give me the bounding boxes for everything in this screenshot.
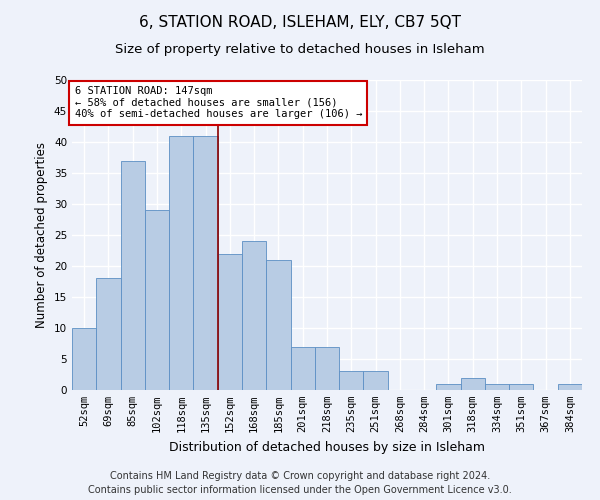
Bar: [218, 254, 242, 390]
Bar: [436, 384, 461, 390]
Bar: [509, 384, 533, 390]
Bar: [266, 260, 290, 390]
Bar: [242, 241, 266, 390]
Bar: [558, 384, 582, 390]
Y-axis label: Number of detached properties: Number of detached properties: [35, 142, 49, 328]
Bar: [96, 278, 121, 390]
Bar: [169, 136, 193, 390]
Text: 6 STATION ROAD: 147sqm
← 58% of detached houses are smaller (156)
40% of semi-de: 6 STATION ROAD: 147sqm ← 58% of detached…: [74, 86, 362, 120]
Bar: [121, 160, 145, 390]
Bar: [72, 328, 96, 390]
Bar: [290, 346, 315, 390]
Text: Size of property relative to detached houses in Isleham: Size of property relative to detached ho…: [115, 42, 485, 56]
Text: Contains HM Land Registry data © Crown copyright and database right 2024.
Contai: Contains HM Land Registry data © Crown c…: [88, 471, 512, 495]
Bar: [145, 210, 169, 390]
Bar: [193, 136, 218, 390]
Bar: [485, 384, 509, 390]
X-axis label: Distribution of detached houses by size in Isleham: Distribution of detached houses by size …: [169, 440, 485, 454]
Text: 6, STATION ROAD, ISLEHAM, ELY, CB7 5QT: 6, STATION ROAD, ISLEHAM, ELY, CB7 5QT: [139, 15, 461, 30]
Bar: [339, 372, 364, 390]
Bar: [364, 372, 388, 390]
Bar: [461, 378, 485, 390]
Bar: [315, 346, 339, 390]
